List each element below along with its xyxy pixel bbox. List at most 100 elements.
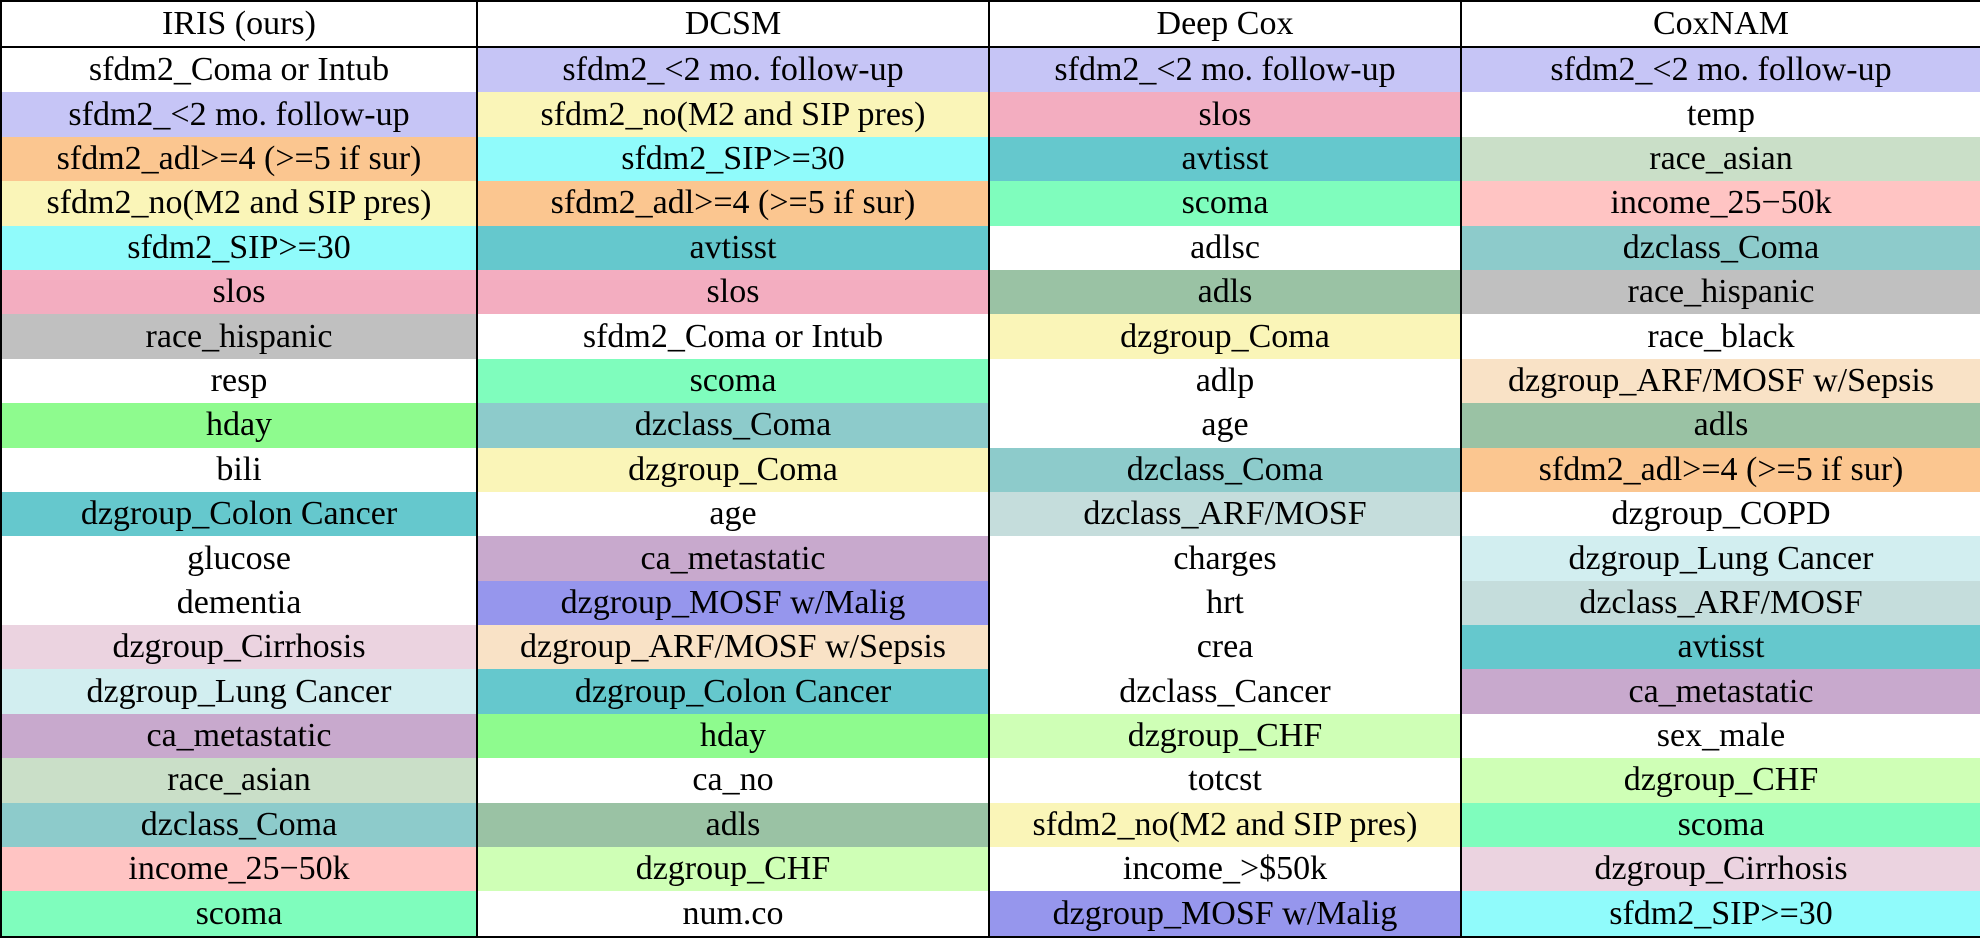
table-row: income_25−50k dzgroup_CHF income_>$50k dzgr… bbox=[0, 847, 1980, 892]
table-row: sfdm2_no(M2 and SIP pres) sfdm2_adl>=4 (>… bbox=[0, 181, 1980, 226]
feature-cell-iris: sfdm2_SIP>=30 bbox=[0, 225, 478, 270]
feature-cell-dcsm: scoma bbox=[476, 358, 990, 404]
feature-cell-deep-cox: slos bbox=[988, 92, 1462, 137]
table-body: sfdm2_Coma or Intub sfdm2_<2 mo. follow-u… bbox=[0, 47, 1980, 938]
column-header-iris: IRIS (ours) bbox=[0, 0, 478, 48]
feature-cell-dcsm: sfdm2_SIP>=30 bbox=[476, 136, 990, 182]
feature-cell-iris: sfdm2_<2 mo. follow-up bbox=[0, 92, 478, 137]
feature-cell-iris: resp bbox=[0, 358, 478, 404]
table-row: hday dzclass_Coma age adls bbox=[0, 403, 1980, 448]
feature-cell-deep-cox: dzclass_ARF/MOSF bbox=[988, 491, 1462, 537]
feature-cell-coxnam: race_hispanic bbox=[1460, 269, 1980, 315]
feature-cell-dcsm: dzgroup_Colon Cancer bbox=[476, 669, 990, 714]
table-row: resp scoma adlp dzgroup_ARF/MOSF w/Sepsis bbox=[0, 358, 1980, 404]
feature-cell-coxnam: dzclass_ARF/MOSF bbox=[1460, 580, 1980, 626]
feature-cell-deep-cox: age bbox=[988, 403, 1462, 448]
feature-cell-coxnam: sfdm2_adl>=4 (>=5 if sur) bbox=[1460, 447, 1980, 492]
feature-cell-deep-cox: income_>$50k bbox=[988, 847, 1462, 892]
feature-cell-iris: hday bbox=[0, 403, 478, 448]
feature-cell-iris: income_25−50k bbox=[0, 847, 478, 892]
feature-cell-iris: dzgroup_Lung Cancer bbox=[0, 669, 478, 714]
feature-cell-deep-cox: scoma bbox=[988, 181, 1462, 226]
feature-cell-dcsm: sfdm2_Coma or Intub bbox=[476, 314, 990, 359]
column-header-dcsm: DCSM bbox=[476, 0, 990, 48]
feature-cell-dcsm: slos bbox=[476, 269, 990, 315]
feature-cell-coxnam: dzclass_Coma bbox=[1460, 225, 1980, 270]
feature-cell-iris: glucose bbox=[0, 536, 478, 581]
feature-cell-coxnam: dzgroup_ARF/MOSF w/Sepsis bbox=[1460, 358, 1980, 404]
feature-cell-iris: race_hispanic bbox=[0, 314, 478, 359]
table-row: race_hispanic sfdm2_Coma or Intub dzgroup_… bbox=[0, 314, 1980, 359]
feature-cell-iris: sfdm2_Coma or Intub bbox=[0, 47, 478, 93]
feature-cell-dcsm: sfdm2_adl>=4 (>=5 if sur) bbox=[476, 181, 990, 226]
feature-cell-coxnam: scoma bbox=[1460, 802, 1980, 848]
feature-cell-dcsm: adls bbox=[476, 802, 990, 848]
feature-cell-coxnam: race_black bbox=[1460, 314, 1980, 359]
feature-cell-dcsm: sfdm2_<2 mo. follow-up bbox=[476, 47, 990, 93]
feature-cell-deep-cox: charges bbox=[988, 536, 1462, 581]
table-row: sfdm2_adl>=4 (>=5 if sur) sfdm2_SIP>=30 av… bbox=[0, 136, 1980, 182]
feature-cell-dcsm: ca_metastatic bbox=[476, 536, 990, 581]
table-row: bili dzgroup_Coma dzclass_Coma sfdm2_adl>=4… bbox=[0, 447, 1980, 492]
feature-cell-coxnam: ca_metastatic bbox=[1460, 669, 1980, 714]
feature-cell-deep-cox: dzgroup_MOSF w/Malig bbox=[988, 891, 1462, 938]
column-header-coxnam: CoxNAM bbox=[1460, 0, 1980, 48]
table-row: glucose ca_metastatic charges dzgroup_Lung … bbox=[0, 536, 1980, 581]
feature-cell-iris: ca_metastatic bbox=[0, 713, 478, 759]
feature-cell-iris: bili bbox=[0, 447, 478, 492]
table-row: dzclass_Coma adls sfdm2_no(M2 and SIP pres… bbox=[0, 802, 1980, 848]
feature-cell-dcsm: dzgroup_MOSF w/Malig bbox=[476, 580, 990, 626]
feature-cell-coxnam: dzgroup_Lung Cancer bbox=[1460, 536, 1980, 581]
feature-cell-deep-cox: adlsc bbox=[988, 225, 1462, 270]
table-row: sfdm2_<2 mo. follow-up sfdm2_no(M2 and SI… bbox=[0, 92, 1980, 137]
feature-cell-coxnam: race_asian bbox=[1460, 136, 1980, 182]
feature-cell-deep-cox: dzclass_Coma bbox=[988, 447, 1462, 492]
feature-cell-dcsm: age bbox=[476, 491, 990, 537]
feature-cell-coxnam: dzgroup_COPD bbox=[1460, 491, 1980, 537]
feature-cell-coxnam: sex_male bbox=[1460, 713, 1980, 759]
feature-cell-iris: dzclass_Coma bbox=[0, 802, 478, 848]
feature-cell-dcsm: dzclass_Coma bbox=[476, 403, 990, 448]
feature-cell-deep-cox: avtisst bbox=[988, 136, 1462, 182]
feature-cell-coxnam: sfdm2_SIP>=30 bbox=[1460, 891, 1980, 938]
feature-cell-dcsm: dzgroup_ARF/MOSF w/Sepsis bbox=[476, 625, 990, 670]
feature-cell-deep-cox: dzgroup_CHF bbox=[988, 713, 1462, 759]
feature-cell-dcsm: dzgroup_Coma bbox=[476, 447, 990, 492]
feature-cell-coxnam: temp bbox=[1460, 92, 1980, 137]
feature-cell-dcsm: sfdm2_no(M2 and SIP pres) bbox=[476, 92, 990, 137]
table-row: sfdm2_SIP>=30 avtisst adlsc dzclass_Coma bbox=[0, 225, 1980, 270]
feature-cell-deep-cox: totcst bbox=[988, 758, 1462, 803]
feature-cell-dcsm: avtisst bbox=[476, 225, 990, 270]
feature-cell-dcsm: ca_no bbox=[476, 758, 990, 803]
feature-cell-deep-cox: adls bbox=[988, 269, 1462, 315]
table-row: slos slos adls race_hispanic bbox=[0, 269, 1980, 315]
feature-cell-iris: dementia bbox=[0, 580, 478, 626]
feature-cell-coxnam: sfdm2_<2 mo. follow-up bbox=[1460, 47, 1980, 93]
feature-cell-iris: sfdm2_no(M2 and SIP pres) bbox=[0, 181, 478, 226]
feature-cell-deep-cox: sfdm2_no(M2 and SIP pres) bbox=[988, 802, 1462, 848]
feature-cell-coxnam: dzgroup_CHF bbox=[1460, 758, 1980, 803]
table-row: dzgroup_Cirrhosis dzgroup_ARF/MOSF w/Seps… bbox=[0, 625, 1980, 670]
table-row: dzgroup_Lung Cancer dzgroup_Colon Cancer d… bbox=[0, 669, 1980, 714]
table-row: dementia dzgroup_MOSF w/Malig hrt dzclass_A… bbox=[0, 580, 1980, 626]
table-row: sfdm2_Coma or Intub sfdm2_<2 mo. follow-u… bbox=[0, 47, 1980, 93]
feature-cell-dcsm: dzgroup_CHF bbox=[476, 847, 990, 892]
header-row: IRIS (ours) DCSM Deep Cox CoxNAM bbox=[0, 0, 1980, 48]
column-header-deep-cox: Deep Cox bbox=[988, 0, 1462, 48]
feature-cell-deep-cox: sfdm2_<2 mo. follow-up bbox=[988, 47, 1462, 93]
table-row: scoma num.co dzgroup_MOSF w/Malig sfdm2_SIP… bbox=[0, 891, 1980, 938]
feature-cell-iris: scoma bbox=[0, 891, 478, 938]
feature-cell-coxnam: avtisst bbox=[1460, 625, 1980, 670]
feature-cell-deep-cox: dzclass_Cancer bbox=[988, 669, 1462, 714]
feature-cell-dcsm: num.co bbox=[476, 891, 990, 938]
feature-cell-iris: dzgroup_Colon Cancer bbox=[0, 491, 478, 537]
feature-cell-coxnam: income_25−50k bbox=[1460, 181, 1980, 226]
feature-cell-dcsm: hday bbox=[476, 713, 990, 759]
feature-cell-coxnam: dzgroup_Cirrhosis bbox=[1460, 847, 1980, 892]
table-row: dzgroup_Colon Cancer age dzclass_ARF/MOSF d… bbox=[0, 491, 1980, 537]
feature-cell-coxnam: adls bbox=[1460, 403, 1980, 448]
feature-cell-deep-cox: hrt bbox=[988, 580, 1462, 626]
table-row: ca_metastatic hday dzgroup_CHF sex_male bbox=[0, 713, 1980, 759]
feature-cell-deep-cox: adlp bbox=[988, 358, 1462, 404]
